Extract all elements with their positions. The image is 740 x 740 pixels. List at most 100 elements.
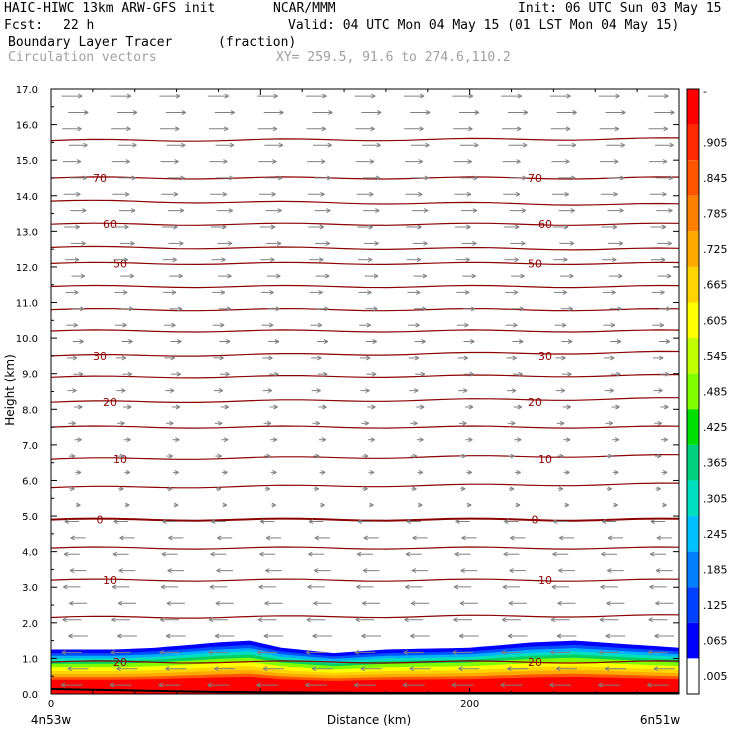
colorbar-swatch <box>687 480 699 517</box>
wind-vector-head <box>518 339 524 344</box>
wind-vector-head <box>415 289 421 295</box>
wind-vector-head <box>129 273 135 279</box>
wind-vector-head <box>659 322 665 328</box>
wind-vector-head <box>208 649 213 655</box>
wind-vector-head <box>363 486 368 492</box>
wind-vector-head <box>321 437 327 443</box>
wind-vector-head <box>324 273 330 279</box>
wind-vector-head <box>119 453 125 459</box>
wind-vector-head <box>365 355 371 361</box>
contour-line <box>50 307 680 312</box>
colorbar-label: - <box>703 85 707 98</box>
wind-vector-head <box>419 93 425 99</box>
y-tick-label: 6.0 <box>22 476 38 487</box>
contour-line <box>50 397 679 403</box>
wind-vector-head <box>504 519 509 524</box>
wind-vector-head <box>274 339 280 344</box>
wind-vector-head <box>305 682 310 688</box>
y-tick-label: 10.0 <box>16 334 38 345</box>
wind-vector-head <box>63 551 69 557</box>
wind-vector-head <box>217 420 223 426</box>
wind-vector-head <box>421 306 427 312</box>
wind-vector-head <box>461 453 467 459</box>
wind-vector-head <box>369 502 374 508</box>
colorbar-swatch <box>687 373 699 410</box>
wind-vector-head <box>111 584 117 590</box>
wind-vector-head <box>512 355 517 361</box>
wind-vector-head <box>616 339 622 344</box>
wind-vector-head <box>74 257 80 263</box>
wind-vector-head <box>357 519 363 524</box>
wind-vector-head <box>112 551 118 557</box>
wind-vector-head <box>425 142 430 148</box>
wind-vector-head <box>468 437 473 443</box>
wind-vector-head <box>324 306 329 312</box>
wind-vector-head <box>222 191 228 197</box>
wind-vector-head <box>413 420 418 426</box>
wind-vector-head <box>364 420 369 426</box>
wind-vector-head <box>455 519 460 524</box>
wind-vector-head <box>258 584 263 590</box>
wind-vector-head <box>273 404 278 410</box>
wind-vector-head <box>669 142 674 148</box>
wind-vector-head <box>657 420 663 426</box>
wind-vector-head <box>167 486 173 492</box>
wind-vector-head <box>656 535 662 541</box>
wind-vector-head <box>563 224 569 230</box>
wind-vector-head <box>117 633 122 639</box>
wind-vector-head <box>130 208 136 214</box>
wind-vector-head <box>561 322 567 328</box>
wind-vector-head <box>61 649 67 655</box>
wind-vector-head <box>514 224 520 230</box>
wind-vector-head <box>598 682 603 688</box>
wind-vector-head <box>522 175 527 181</box>
wind-vector-head <box>230 110 235 115</box>
wind-vector-head <box>564 502 570 508</box>
wind-vector-head <box>409 666 414 672</box>
wind-vector-head <box>418 159 424 165</box>
wind-vector-head <box>474 110 480 115</box>
wind-vector-head <box>414 388 419 394</box>
colorbar-label: .425 <box>703 421 728 434</box>
wind-vector-head <box>570 208 575 214</box>
wind-vector-head <box>619 175 625 181</box>
wind-vector-head <box>660 257 666 263</box>
wind-vector-head <box>177 339 182 344</box>
wind-vector-head <box>62 617 67 623</box>
wind-vector-head <box>317 322 323 328</box>
wind-vector-head <box>180 175 185 181</box>
wind-vector-head <box>76 191 81 197</box>
x-left-end-label: 4n53w <box>31 713 72 727</box>
wind-vector-head <box>614 126 620 132</box>
wind-vector-head <box>612 257 617 263</box>
wind-vector-head <box>165 666 170 672</box>
wind-vector-head <box>313 568 319 574</box>
wind-vector-head <box>650 519 656 524</box>
wind-vector-head <box>169 420 174 426</box>
wind-vector-head <box>118 568 124 574</box>
wind-vector-head <box>563 257 568 263</box>
wind-vector-head <box>175 437 180 443</box>
wind-vector-head <box>225 371 230 377</box>
wind-vector-head <box>77 437 82 443</box>
contour-line <box>50 546 680 550</box>
colorbar-label: .365 <box>703 457 728 470</box>
wind-vector-head <box>270 257 275 263</box>
contour-line <box>50 660 680 664</box>
wind-vector-head <box>174 159 179 165</box>
header-fcst-value: 22 h <box>63 18 95 33</box>
wind-vector-head <box>169 388 175 394</box>
wind-vector-head <box>520 240 526 246</box>
wind-vector-head <box>658 388 663 394</box>
wind-vector-head <box>217 535 222 541</box>
wind-vector-head <box>173 191 179 197</box>
wind-vector-head <box>124 191 130 197</box>
colorbar-label: .485 <box>703 386 728 399</box>
wind-vector-head <box>507 666 512 672</box>
wind-vector-head <box>209 584 215 590</box>
wind-vector-head <box>568 306 573 312</box>
wind-vector-head <box>279 110 284 115</box>
wind-vector-head <box>518 371 523 377</box>
wind-vector-head <box>119 486 124 492</box>
wind-vector-head <box>126 437 131 443</box>
